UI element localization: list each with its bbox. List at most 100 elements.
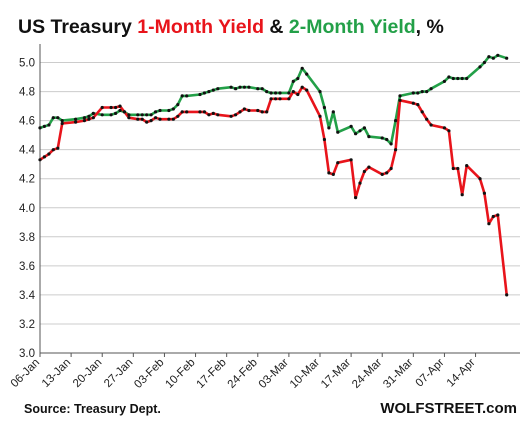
one-month-data-point [247, 108, 251, 113]
two-month-data-point [216, 87, 220, 91]
one-month-data-point [305, 88, 309, 92]
chart-title-part: , % [416, 16, 444, 38]
chart-title-part: & [264, 16, 289, 38]
one-month-data-point [109, 105, 113, 110]
two-month-data-point [362, 126, 366, 130]
two-month-data-point [171, 107, 175, 111]
two-month-data-point [202, 91, 206, 95]
x-tick-label: 10-Mar [288, 357, 322, 391]
one-month-data-point [416, 103, 420, 107]
one-month-data-point [336, 161, 340, 165]
two-month-data-point [322, 105, 326, 110]
one-month-data-point [287, 97, 291, 101]
one-month-data-point [460, 193, 464, 197]
two-month-data-point [211, 88, 215, 92]
y-tick-label: 5.0 [19, 58, 35, 70]
one-month-data-point [51, 148, 55, 152]
x-axis-ticks: 06-Jan13-Jan20-Jan27-Jan03-Feb10-Feb17-F… [9, 353, 478, 391]
one-month-data-point [420, 110, 424, 114]
one-month-data-point [42, 155, 47, 159]
x-tick-label: 14-Apr [445, 357, 478, 390]
one-month-data-point [398, 98, 402, 102]
one-month-data-point [114, 105, 118, 110]
two-month-data-point [278, 91, 282, 95]
one-month-data-point [180, 110, 184, 114]
two-month-data-point [149, 113, 153, 117]
y-tick-label: 4.8 [19, 87, 35, 99]
one-month-data-point [300, 85, 304, 89]
one-month-data-point [389, 166, 393, 171]
one-month-data-point [354, 196, 358, 200]
two-month-data-point [416, 91, 420, 95]
two-month-data-point [114, 111, 118, 115]
one-month-data-point [171, 117, 175, 121]
one-month-data-point [140, 117, 144, 121]
two-month-data-point [247, 85, 251, 89]
chart-title-part: US Treasury [18, 16, 137, 38]
two-month-data-point [385, 137, 389, 142]
two-month-data-point [336, 130, 340, 134]
two-month-data-point [260, 87, 264, 91]
two-month-data-point [154, 110, 158, 114]
two-month-data-point [482, 60, 486, 65]
x-tick-label: 03-Mar [257, 357, 291, 391]
two-month-data-point [47, 123, 51, 127]
two-month-data-point [380, 136, 384, 140]
two-month-data-point [38, 126, 42, 130]
x-tick-label: 06-Jan [9, 357, 42, 390]
two-month-data-point [87, 114, 91, 118]
one-month-data-point [487, 222, 491, 226]
one-month-data-point [198, 110, 202, 114]
one-month-data-point [100, 105, 104, 110]
two-month-data-point [496, 53, 500, 57]
y-tick-label: 3.4 [19, 290, 36, 302]
one-month-yield-line [38, 85, 509, 297]
two-month-data-point [327, 126, 331, 130]
one-month-data-point [429, 123, 433, 127]
one-month-data-point [425, 117, 429, 121]
one-month-data-point [207, 113, 211, 117]
x-tick-label: 24-Mar [350, 357, 384, 391]
two-month-data-point [242, 85, 246, 89]
one-month-data-point [274, 97, 278, 101]
two-month-data-point [256, 87, 260, 91]
two-month-data-point [491, 56, 495, 60]
two-month-data-point [145, 113, 149, 117]
two-month-data-point [505, 56, 509, 60]
one-month-data-point [238, 110, 242, 114]
x-tick-label: 03-Feb [132, 357, 166, 391]
two-month-data-point [349, 124, 353, 128]
two-month-data-point [265, 90, 269, 94]
two-month-data-point [442, 79, 446, 83]
one-month-data-point [362, 169, 366, 174]
chart-title-part: 2-Month Yield [289, 16, 416, 38]
one-month-data-point [211, 111, 215, 115]
one-month-data-point [327, 171, 331, 175]
series-markers [38, 53, 509, 297]
one-month-data-point [318, 114, 322, 118]
two-month-data-point [305, 72, 309, 76]
x-tick-label: 07-Apr [414, 357, 447, 390]
one-month-data-point [496, 213, 500, 217]
two-month-data-point [269, 91, 273, 95]
x-tick-label: 20-Jan [71, 357, 104, 390]
two-month-data-point [229, 85, 233, 89]
one-month-data-point [47, 152, 51, 156]
one-month-data-point [349, 158, 353, 162]
one-month-data-point [385, 171, 389, 175]
one-month-data-point [234, 113, 238, 117]
one-month-data-point [269, 97, 273, 101]
two-month-data-point [60, 119, 64, 123]
one-month-data-point [167, 117, 171, 121]
one-month-data-point [456, 166, 460, 171]
two-month-data-point [158, 108, 162, 113]
two-month-data-point [291, 79, 295, 83]
two-month-data-point [82, 116, 86, 120]
one-month-data-point [291, 90, 295, 94]
two-month-data-point [274, 91, 278, 95]
two-month-data-point [234, 87, 238, 91]
two-month-data-point [465, 76, 469, 81]
two-month-data-point [167, 108, 171, 113]
two-month-data-point [198, 92, 202, 97]
one-month-data-point [154, 116, 158, 120]
